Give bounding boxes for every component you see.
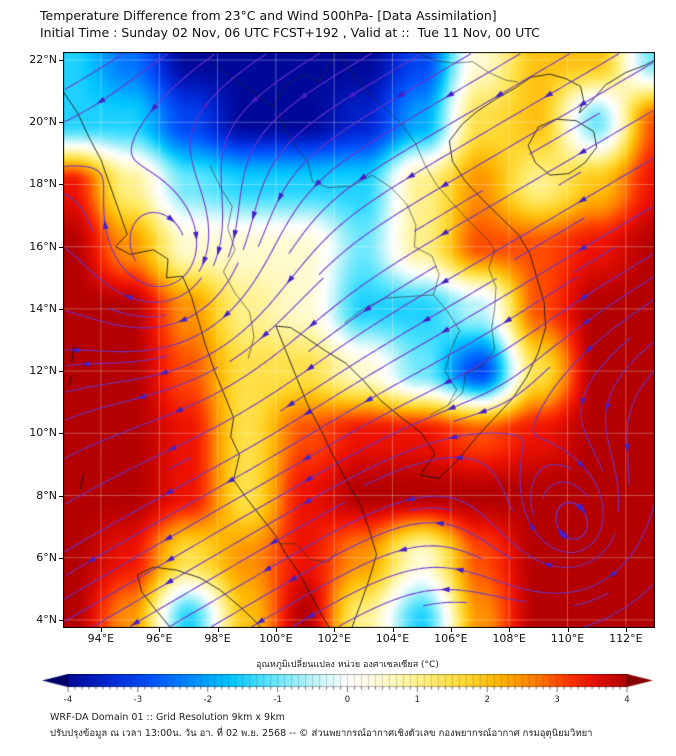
x-tick-label: 108°E [492, 632, 526, 645]
x-tick-mark [275, 628, 277, 632]
y-tick-label: 14°N [29, 301, 57, 315]
y-tick-label: 12°N [29, 364, 57, 378]
y-tick-label: 8°N [36, 488, 57, 502]
y-tick-mark [59, 371, 63, 373]
y-tick-mark [59, 246, 63, 248]
y-tick-mark [59, 619, 63, 621]
x-tick-label: 110°E [550, 632, 585, 645]
colorbar-tick-label: 2 [484, 695, 490, 705]
y-tick-mark [59, 308, 63, 310]
x-tick-mark [334, 628, 336, 632]
x-tick-mark [217, 628, 219, 632]
y-tick-label: 6°N [36, 550, 57, 564]
x-tick-label: 96°E [146, 632, 173, 645]
y-tick-mark [59, 495, 63, 497]
chart-subtitle: Initial Time : Sunday 02 Nov, 06 UTC FCS… [40, 25, 540, 40]
colorbar-tick-label: -1 [273, 695, 282, 705]
x-tick-mark [100, 628, 102, 632]
y-tick-label: 10°N [29, 426, 57, 440]
x-tick-mark [392, 628, 394, 632]
chart-title: Temperature Difference from 23°C and Win… [40, 8, 497, 23]
colorbar [42, 674, 653, 694]
y-tick-label: 18°N [29, 177, 57, 191]
x-tick-label: 112°E [609, 632, 643, 645]
colorbar-tick-label: 0 [344, 695, 351, 705]
colorbar-tick-label: 4 [624, 695, 630, 705]
colorbar-tick-label: 3 [554, 695, 560, 705]
y-tick-mark [59, 184, 63, 186]
x-tick-label: 98°E [204, 632, 231, 645]
y-tick-mark [59, 122, 63, 124]
x-tick-mark [567, 628, 569, 632]
y-tick-label: 22°N [29, 53, 57, 67]
y-tick-mark [59, 433, 63, 435]
colorbar-tick-label: -4 [63, 695, 73, 705]
map-area [63, 52, 655, 628]
colorbar-label: อุณหภูมิเปลี่ยนแปลง หน่วย องศาเซลเซียส (… [256, 660, 439, 670]
x-tick-mark [509, 628, 511, 632]
x-tick-mark [450, 628, 452, 632]
x-tick-mark [159, 628, 161, 632]
x-tick-label: 100°E [259, 632, 293, 645]
footer-domain-info: WRF-DA Domain 01 :: Grid Resolution 9km … [50, 712, 285, 723]
x-tick-label: 102°E [317, 632, 351, 645]
x-tick-mark [625, 628, 627, 632]
y-tick-label: 4°N [36, 612, 57, 626]
y-tick-label: 16°N [29, 239, 57, 253]
x-tick-label: 106°E [434, 632, 468, 645]
footer-update-info: ปรับปรุงข้อมูล ณ เวลา 13:00น. วัน อา. ที… [50, 728, 593, 739]
colorbar-tick-label: 1 [414, 695, 421, 705]
x-tick-label: 94°E [87, 632, 115, 645]
colorbar-tick-label: -2 [203, 695, 212, 705]
y-tick-mark [59, 557, 63, 559]
x-tick-label: 104°E [375, 632, 410, 645]
y-tick-label: 20°N [29, 115, 57, 129]
colorbar-tick-label: -3 [133, 695, 143, 705]
map-canvas [63, 52, 655, 628]
y-tick-mark [59, 60, 63, 62]
